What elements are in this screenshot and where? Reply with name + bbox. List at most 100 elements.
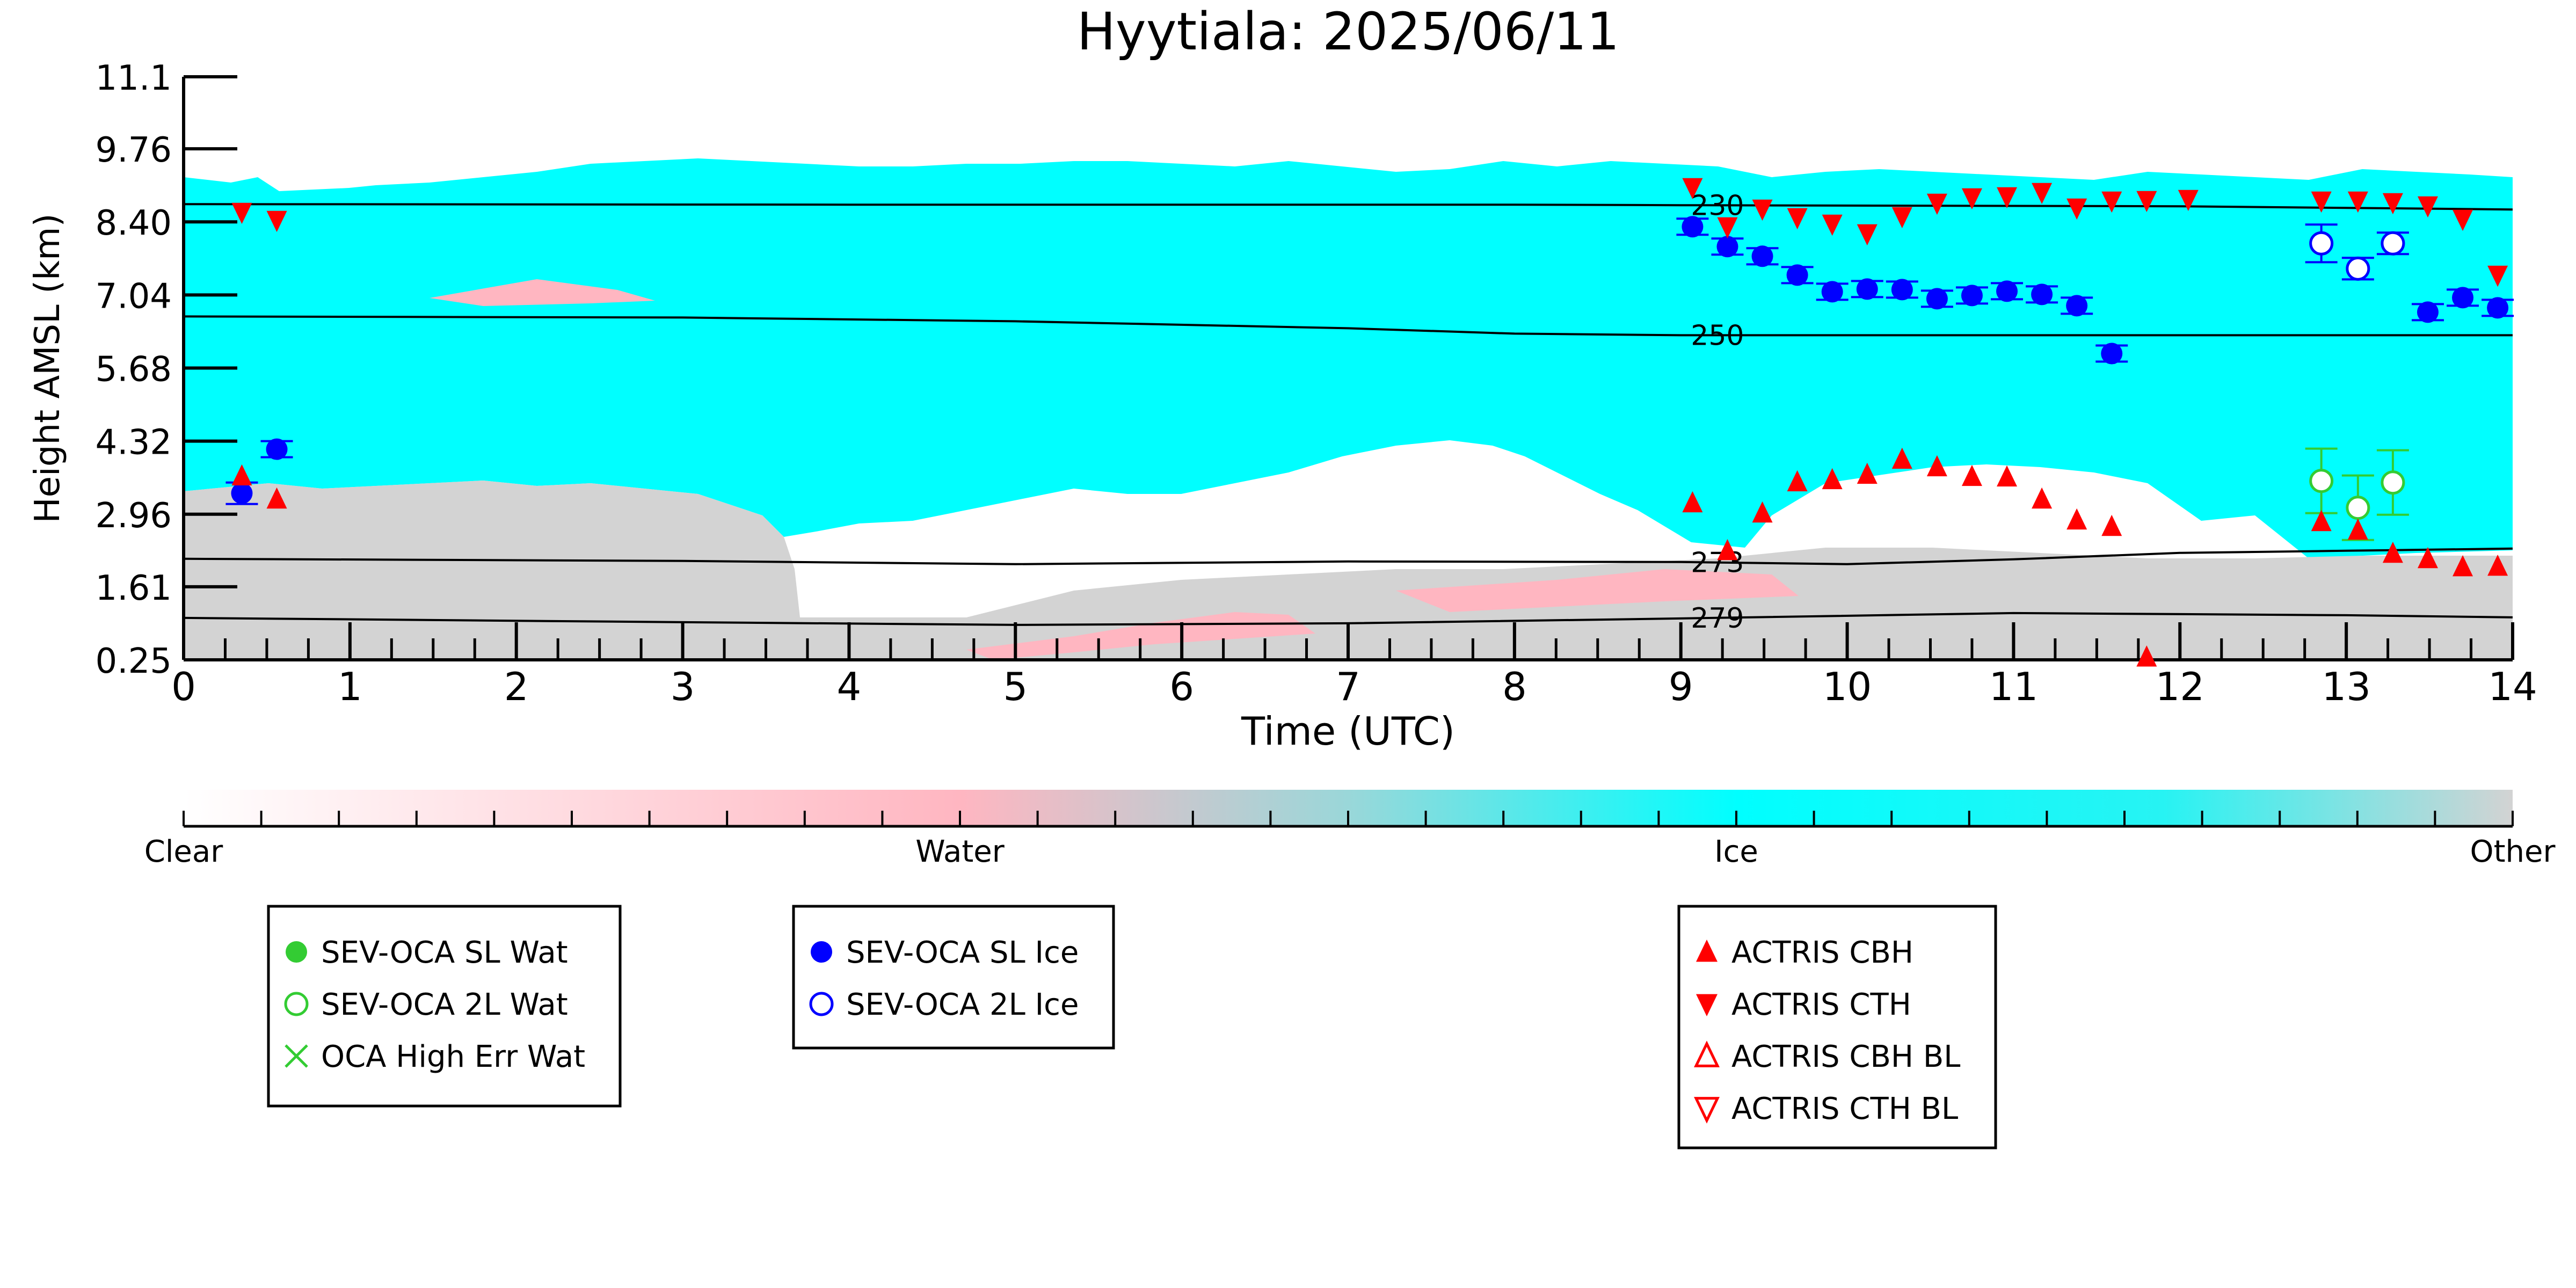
x-tick-label: 13 — [2322, 664, 2371, 709]
y-tick-label: 0.25 — [96, 642, 172, 681]
x-tick-label: 6 — [1169, 664, 1194, 709]
data-point — [2311, 191, 2332, 213]
data-point — [2417, 301, 2439, 323]
data-point — [1926, 288, 1948, 310]
data-point — [2381, 231, 2405, 256]
data-point — [231, 202, 252, 224]
legend-marker — [809, 992, 834, 1016]
data-point — [1891, 279, 1913, 301]
data-point — [2381, 470, 2405, 495]
data-point — [2066, 508, 2087, 530]
x-tick-label: 12 — [2155, 664, 2204, 709]
plot-axes: 0 1 2 3 4 5 6 7 8 9 10 11 12 13 140.251.612.964.325.68… — [96, 59, 2537, 709]
data-point — [1752, 501, 1773, 523]
legends: SEV-OCA SL Wat SEV-OCA 2L Wat OCA High Err… — [267, 905, 1997, 1149]
data-point — [1822, 214, 1843, 236]
data-point — [2066, 198, 2087, 220]
contour-label: 273 — [1691, 547, 1744, 579]
data-point — [1752, 199, 1773, 221]
data-point — [1682, 491, 1703, 513]
data-point — [2487, 297, 2509, 319]
data-point — [2487, 554, 2508, 576]
data-point — [2309, 231, 2334, 256]
data-point — [2453, 555, 2473, 577]
x-tick-label: 8 — [1502, 664, 1527, 709]
data-point — [1857, 462, 1878, 484]
colorbar: Clear Water Ice Other — [144, 790, 2556, 869]
data-point — [2452, 287, 2474, 309]
data-point — [1682, 178, 1703, 200]
data-point — [2453, 209, 2473, 231]
data-point — [2347, 191, 2368, 213]
data-point — [2309, 469, 2334, 493]
data-point — [2382, 541, 2403, 563]
data-point — [1786, 264, 1808, 286]
colorbar-label: Water — [915, 834, 1005, 869]
data-point — [231, 464, 252, 486]
x-tick-label: 14 — [2488, 664, 2537, 709]
data-point — [2101, 343, 2123, 365]
temperature-contours: 230 250 273 279 — [183, 190, 2513, 635]
water-patch — [1396, 569, 1799, 612]
data-point — [2136, 191, 2157, 213]
data-point — [1891, 207, 1912, 229]
chart-title: Hyytiala: 2025/06/11 — [1077, 2, 1620, 62]
data-point — [2031, 283, 2053, 305]
data-point — [1787, 208, 1808, 230]
data-point — [1717, 217, 1738, 239]
data-point — [2032, 183, 2053, 205]
legend-marker — [1696, 994, 1718, 1016]
data-point — [231, 482, 253, 504]
legend-label: SEV-OCA SL Wat — [321, 935, 568, 970]
data-point — [2101, 514, 2122, 536]
data-point — [1926, 455, 1947, 477]
data-point — [266, 210, 287, 232]
data-point — [2032, 487, 2053, 509]
legend-marker — [1694, 1040, 1720, 1067]
data-point — [1926, 193, 1947, 215]
data-point — [2311, 510, 2332, 532]
contour-label: 250 — [1691, 319, 1744, 352]
legend-marker — [284, 992, 309, 1016]
legend-marker — [1694, 1097, 1720, 1124]
data-point — [1682, 216, 1704, 238]
x-tick-label: 2 — [504, 664, 529, 709]
y-tick-label: 8.40 — [96, 203, 172, 243]
colorbar-label: Ice — [1714, 834, 1758, 869]
colorbar-label: Other — [2470, 834, 2556, 869]
legend-label: SEV-OCA SL Ice — [846, 935, 1079, 970]
legend-label: ACTRIS CBH — [1731, 935, 1913, 970]
y-tick-label: 5.68 — [96, 350, 172, 389]
data-point — [2487, 265, 2508, 287]
data-point — [266, 438, 288, 460]
data-point — [2101, 191, 2122, 213]
y-axis-label: Height AMSL (km) — [28, 214, 68, 523]
y-tick-label: 1.61 — [96, 569, 172, 608]
data-point — [2382, 193, 2403, 215]
y-tick-label: 11.1 — [96, 59, 172, 98]
contour-line — [183, 612, 2513, 626]
data-point — [1961, 285, 1983, 307]
y-tick-label: 7.04 — [96, 276, 172, 316]
water-streak — [430, 279, 655, 306]
colorbar-label: Clear — [144, 834, 223, 869]
contour-line — [183, 547, 2513, 565]
y-tick-label: 9.76 — [96, 130, 172, 170]
contour-label: 230 — [1691, 190, 1744, 222]
data-point — [2066, 295, 2088, 317]
data-point — [1961, 188, 1982, 210]
data-point — [2347, 518, 2368, 540]
data-point — [1997, 465, 2018, 487]
data-point — [1961, 464, 1982, 486]
x-tick-label: 7 — [1336, 664, 1360, 709]
legend-label: OCA High Err Wat — [321, 1039, 585, 1074]
data-point — [1891, 447, 1912, 469]
x-tick-label: 5 — [1003, 664, 1028, 709]
legend-marker — [1696, 940, 1718, 962]
ice-region — [184, 158, 2513, 558]
x-tick-label: 9 — [1669, 664, 1693, 709]
y-tick-label: 4.32 — [96, 423, 172, 463]
series-markers — [225, 178, 2514, 667]
x-tick-label: 11 — [1989, 664, 2039, 709]
